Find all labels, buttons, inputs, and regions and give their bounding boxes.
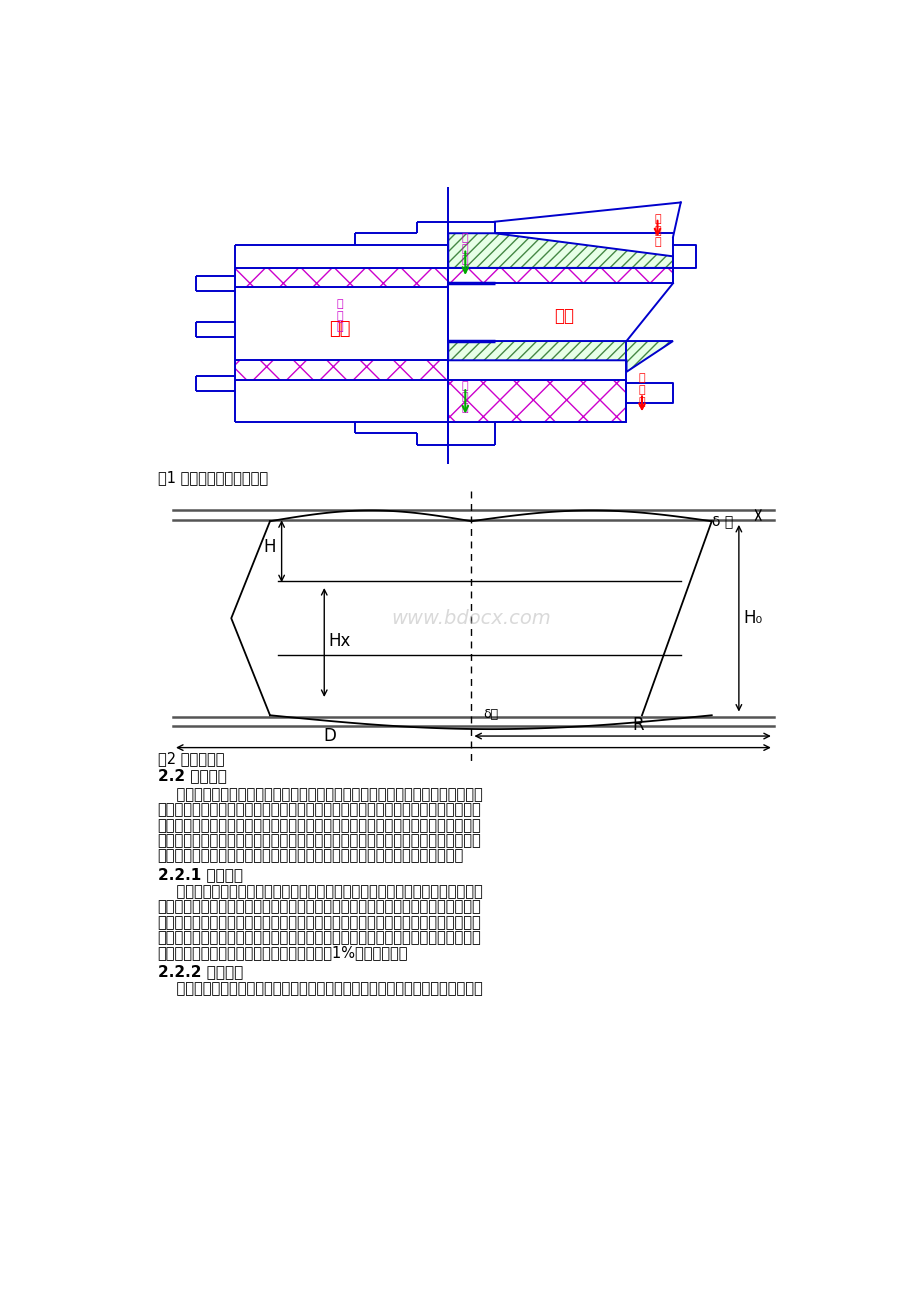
Text: 动静部件之间肯定存在间隙，这种间隙就是漏风的渠道。空预器处于锅炉烟风系统的: 动静部件之间肯定存在间隙，这种间隙就是漏风的渠道。空预器处于锅炉烟风系统的	[157, 802, 481, 818]
Text: 2.2.1 携带漏风: 2.2.1 携带漏风	[157, 867, 243, 881]
Polygon shape	[448, 341, 673, 372]
Text: 直接漏风是空预器漏风的主要来源，这是由于空气预热器的烟气侧和空气侧存在: 直接漏风是空预器漏风的主要来源，这是由于空气预热器的烟气侧和空气侧存在	[157, 980, 482, 996]
Text: 图2 转子热变形: 图2 转子热变形	[157, 751, 224, 766]
Text: Hx: Hx	[328, 631, 350, 650]
Text: D: D	[323, 728, 336, 745]
Text: H: H	[263, 539, 275, 556]
Text: 由于转子内具有一定容积，当转子转动时，必定会携带一部分气体进入另一侧。: 由于转子内具有一定容积，当转子转动时，必定会携带一部分气体进入另一侧。	[157, 849, 463, 863]
Text: 中，而蓄热元件中的部分烟气被携带到空气中，这是回转式空预器的固有特点，是不: 中，而蓄热元件中的部分烟气被携带到空气中，这是回转式空预器的固有特点，是不	[157, 900, 481, 914]
Text: R: R	[631, 716, 643, 734]
Text: 热态: 热态	[554, 307, 573, 324]
Text: 回转式空气预热器主要由转子和外壳组成，转子是运动部件，外壳是静止部件，: 回转式空气预热器主要由转子和外壳组成，转子是运动部件，外壳是静止部件，	[157, 786, 482, 802]
Text: H₀: H₀	[743, 609, 762, 628]
Text: 冷
空
气: 冷 空 气	[461, 381, 468, 413]
Text: 热
烟
气: 热 烟 气	[653, 214, 660, 247]
Text: 可避免的。为了降低结构漏风量，在满足换热性能的前提下，尽量选择较低转速，并: 可避免的。为了降低结构漏风量，在满足换热性能的前提下，尽量选择较低转速，并	[157, 915, 481, 930]
Text: 风。由于压差和间隙的存在造成的漏风称为直接漏风；还有一种漏风叫携带漏风，是: 风。由于压差和间隙的存在造成的漏风称为直接漏风；还有一种漏风叫携带漏风，是	[157, 833, 481, 848]
Text: 进口和出口，空气侧压力是正压，烟气侧压力是负压，二者存在压力差，从而产生漏: 进口和出口，空气侧压力是正压，烟气侧压力是负压，二者存在压力差，从而产生漏	[157, 818, 481, 833]
Text: 图1 转子的冷态和热态情况: 图1 转子的冷态和热态情况	[157, 470, 267, 486]
Text: 2.2 漏风分析: 2.2 漏风分析	[157, 768, 226, 784]
Text: 2.2.2 直接漏风: 2.2.2 直接漏风	[157, 963, 243, 979]
Text: 空预器总漏风量的份额较少，一般来说不超过1%，常可忽略。: 空预器总漏风量的份额较少，一般来说不超过1%，常可忽略。	[157, 945, 408, 961]
Text: δ 上: δ 上	[711, 514, 732, 529]
Text: δ下: δ下	[482, 708, 498, 721]
Text: 且转子内尽量充满传热元件，即转子高度不要留有太多的剩余空间，但携带漏风量占: 且转子内尽量充满传热元件，即转子高度不要留有太多的剩余空间，但携带漏风量占	[157, 930, 481, 945]
Text: 携带漏风主要因为空气预热器在转动过程中，蓄热元件中部分空气被携带到烟气: 携带漏风主要因为空气预热器在转动过程中，蓄热元件中部分空气被携带到烟气	[157, 884, 482, 898]
Text: 冷态: 冷态	[329, 320, 350, 339]
Text: 热
空
气: 热 空 气	[461, 233, 468, 264]
Text: www.bdocx.com: www.bdocx.com	[391, 609, 550, 628]
Text: 冷
烟
气: 冷 烟 气	[638, 374, 644, 406]
Polygon shape	[448, 233, 673, 268]
Text: 冷
空
气: 冷 空 气	[336, 299, 343, 332]
